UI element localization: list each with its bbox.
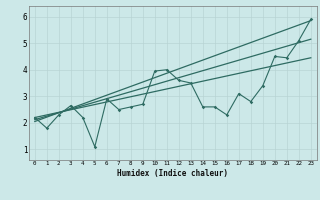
X-axis label: Humidex (Indice chaleur): Humidex (Indice chaleur) xyxy=(117,169,228,178)
